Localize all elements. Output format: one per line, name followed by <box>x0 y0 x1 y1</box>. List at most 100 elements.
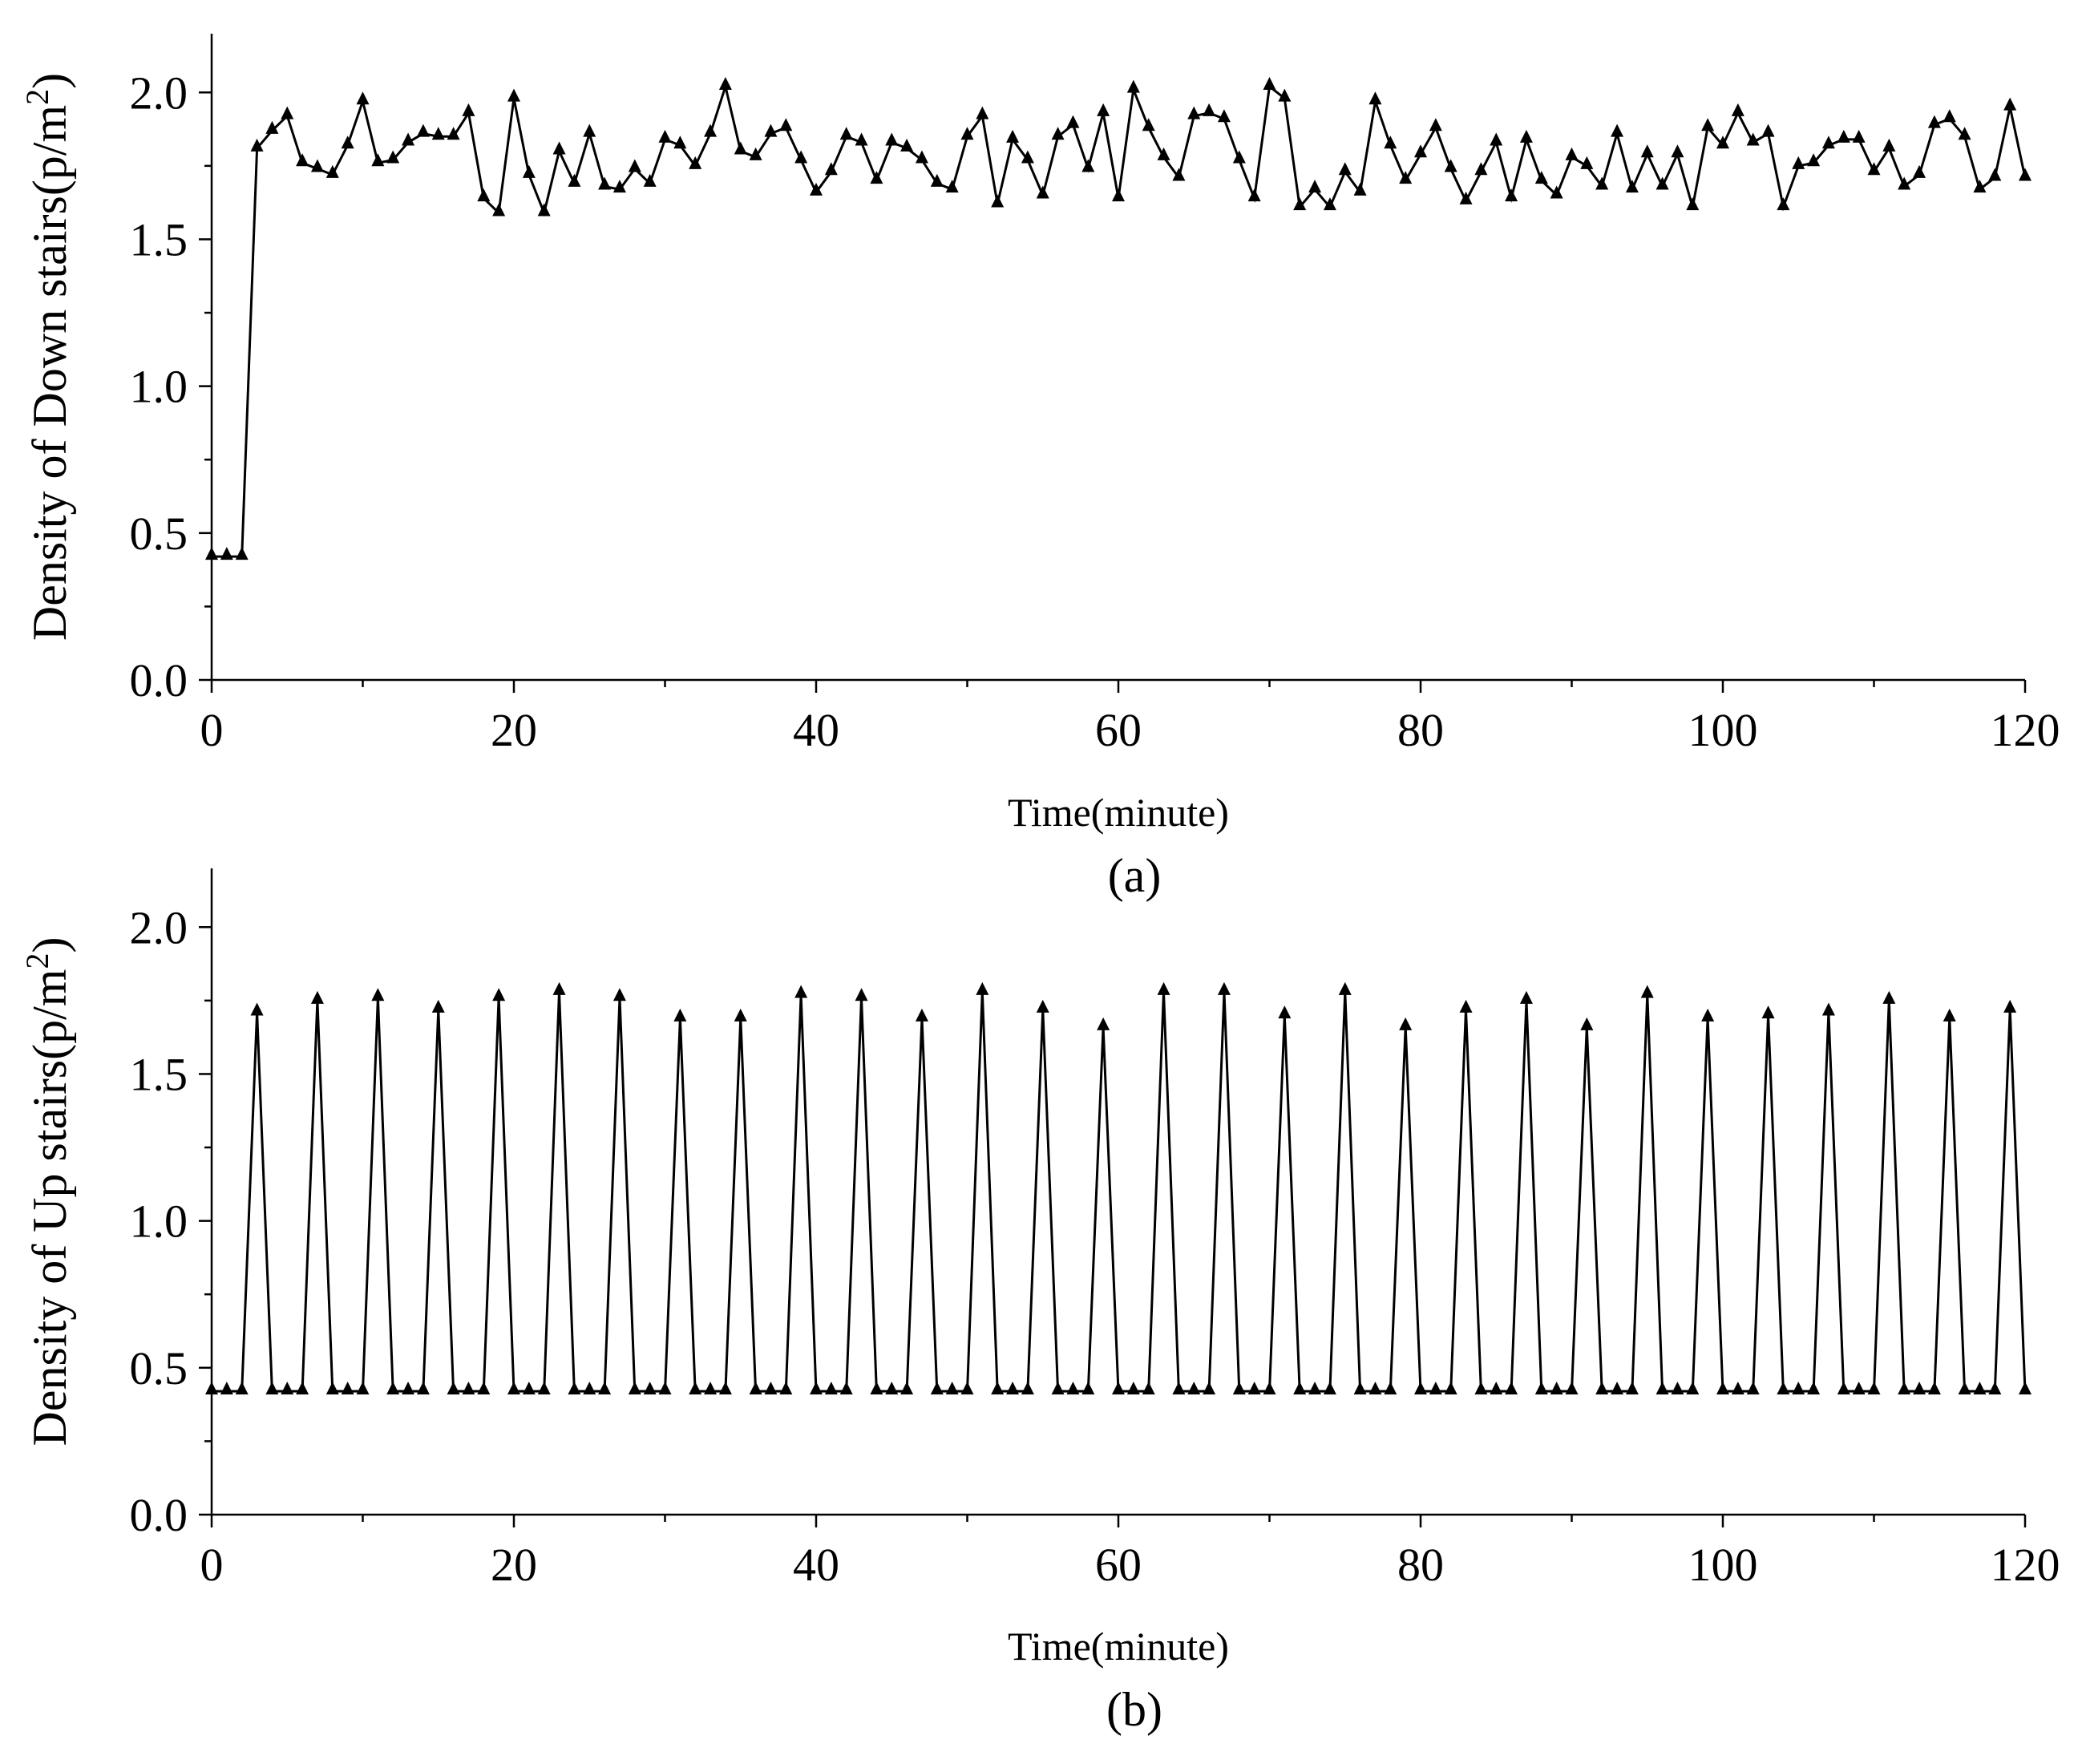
data-point-marker <box>1701 1008 1715 1022</box>
data-point-marker <box>1731 1382 1744 1395</box>
data-point-marker <box>900 138 914 152</box>
data-point-marker <box>1187 106 1201 119</box>
data-point-marker <box>1263 76 1276 90</box>
data-point-marker <box>1308 180 1322 193</box>
data-point-marker <box>416 1382 430 1395</box>
data-point-marker <box>205 1382 218 1395</box>
data-point-marker <box>1490 1382 1503 1395</box>
data-point-marker <box>749 147 762 160</box>
data-point-marker <box>1534 1382 1548 1395</box>
data-point-marker <box>1126 1382 1140 1395</box>
data-point-marker <box>1368 91 1382 105</box>
data-point-marker <box>296 1382 309 1395</box>
x-tick-label: 60 <box>1095 704 1142 756</box>
data-point-marker <box>1927 115 1941 128</box>
data-point-marker <box>356 1382 370 1395</box>
x-axis-label: Time(minute) <box>1008 1624 1229 1669</box>
data-point-marker <box>1490 132 1503 146</box>
data-point-marker <box>1187 1382 1201 1395</box>
data-point-marker <box>462 103 475 116</box>
data-point-marker <box>945 1382 959 1395</box>
y-axis-label-superscript: 2 <box>19 89 55 105</box>
data-point-marker <box>1429 1382 1442 1395</box>
data-point-marker <box>1534 171 1548 184</box>
data-point-marker <box>296 153 309 167</box>
y-tick-label: 1.5 <box>130 1048 188 1100</box>
data-point-marker <box>1474 1382 1488 1395</box>
data-point-marker <box>492 988 506 1001</box>
data-point-marker <box>507 1382 520 1395</box>
data-point-marker <box>960 1382 974 1395</box>
x-tick-label: 100 <box>1688 704 1758 756</box>
data-point-marker <box>1686 197 1700 211</box>
data-point-marker <box>1761 123 1775 137</box>
data-point-marker <box>612 180 626 193</box>
data-point-marker <box>839 1382 853 1395</box>
data-point-marker <box>1640 144 1654 158</box>
data-point-marker <box>1081 159 1095 172</box>
data-point-marker <box>960 127 974 140</box>
data-point-marker <box>1973 1382 1987 1395</box>
data-point-marker <box>1580 1017 1594 1030</box>
data-point-marker <box>1203 103 1216 116</box>
data-point-marker <box>356 91 370 105</box>
x-tick-label: 100 <box>1688 1539 1758 1591</box>
data-point-marker <box>250 1002 264 1016</box>
data-point-marker <box>1611 1382 1624 1395</box>
data-point-marker <box>1036 185 1049 199</box>
data-point-marker <box>1353 182 1367 196</box>
data-point-marker <box>447 127 460 140</box>
data-point-marker <box>2003 97 2017 111</box>
data-point-marker <box>1565 147 1579 160</box>
data-point-marker <box>1807 153 1821 167</box>
data-point-marker <box>568 173 581 187</box>
data-point-marker <box>764 1382 778 1395</box>
data-point-marker <box>1716 136 1729 149</box>
data-point-marker <box>265 1382 279 1395</box>
y-axis-label: Density of Down stairs(p/m2) <box>19 73 76 641</box>
panel-caption: (a) <box>1108 849 1162 902</box>
y-tick-label: 0.0 <box>130 654 188 706</box>
x-tick-label: 0 <box>200 1539 224 1591</box>
data-point-marker <box>1444 159 1457 172</box>
data-point-marker <box>1384 136 1397 149</box>
data-point-marker <box>1399 1017 1413 1030</box>
data-point-marker <box>1368 1382 1382 1395</box>
data-point-marker <box>522 1382 536 1395</box>
data-point-marker <box>1913 1382 1926 1395</box>
series-line <box>212 82 2027 558</box>
data-point-marker <box>1051 1382 1065 1395</box>
data-point-marker <box>205 547 218 560</box>
data-point-marker <box>1671 144 1684 158</box>
data-point-marker <box>1263 1382 1276 1395</box>
data-point-marker <box>583 1382 596 1395</box>
data-point-marker <box>1006 129 1020 143</box>
data-point-marker <box>1595 1382 1609 1395</box>
data-point-marker <box>1097 1017 1110 1030</box>
data-point-marker <box>1157 981 1170 995</box>
data-point-marker <box>1006 1382 1020 1395</box>
data-point-marker <box>734 141 747 155</box>
data-point-marker <box>598 176 612 190</box>
data-point-marker <box>870 171 883 184</box>
data-point-marker <box>281 1382 294 1395</box>
x-tick-label: 120 <box>1991 704 2060 756</box>
data-point-marker <box>1414 144 1427 158</box>
data-point-marker <box>718 76 732 90</box>
data-point-marker <box>1761 1005 1775 1019</box>
series-line <box>212 991 2027 1393</box>
data-point-marker <box>1232 150 1246 164</box>
data-point-marker <box>930 173 944 187</box>
data-point-marker <box>1595 176 1609 190</box>
data-point-marker <box>1686 1382 1700 1395</box>
data-point-marker <box>643 1382 657 1395</box>
data-point-marker <box>1837 129 1850 143</box>
data-point-marker <box>537 203 551 216</box>
y-tick-label: 2.0 <box>130 67 188 119</box>
data-point-marker <box>643 173 657 187</box>
data-point-marker <box>1625 180 1639 193</box>
data-point-marker <box>1655 176 1669 190</box>
x-tick-label: 80 <box>1397 1539 1444 1591</box>
data-point-marker <box>900 1382 914 1395</box>
data-point-marker <box>1112 188 1125 202</box>
